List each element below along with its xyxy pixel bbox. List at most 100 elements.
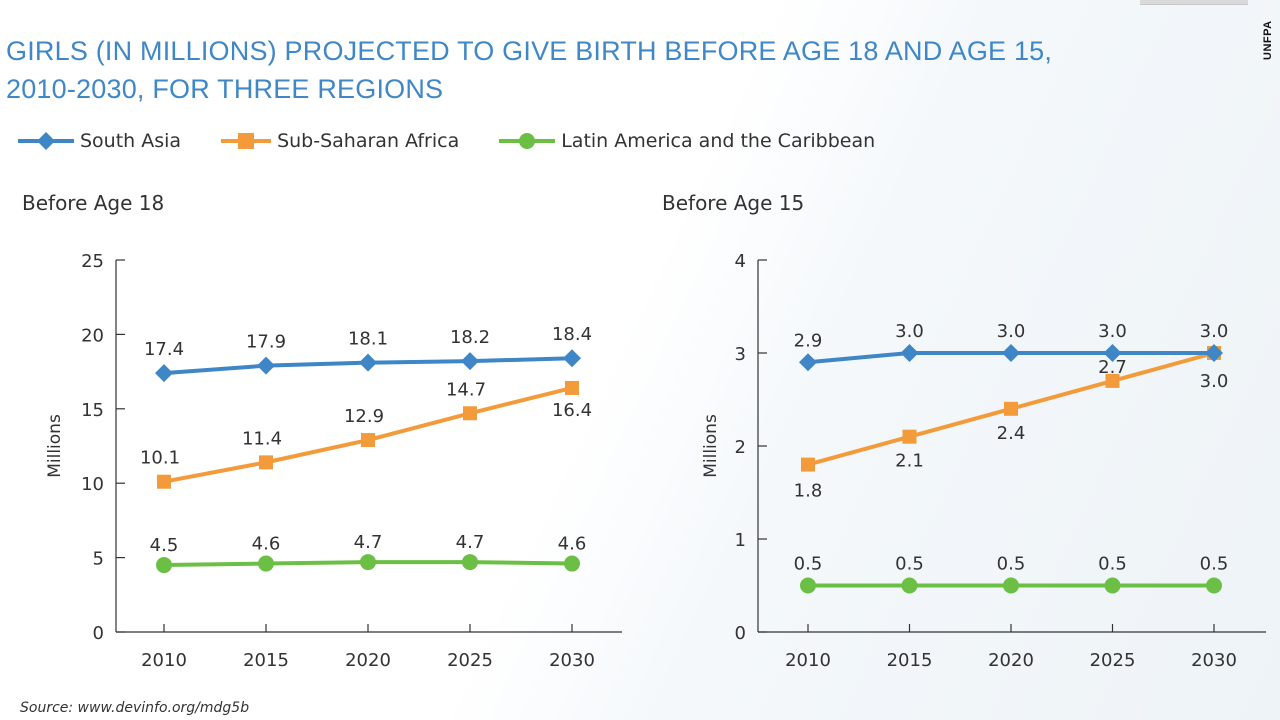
data-point-circle	[564, 555, 580, 572]
chart-before-age-15: Before Age 15 0 1 2 3 4 2010 2015 2020 2025 2030 Mi…	[662, 191, 1266, 671]
y-axis-title: Millions	[701, 414, 721, 478]
data-label: 11.4	[242, 428, 282, 449]
data-label: 2.9	[794, 330, 823, 351]
data-label: 3.0	[1098, 321, 1127, 342]
data-point-diamond	[155, 364, 173, 383]
data-point-square	[801, 457, 815, 472]
data-label: 17.9	[246, 332, 286, 353]
data-point-diamond	[563, 349, 581, 368]
x-tick-label: 2010	[141, 650, 187, 671]
data-point-square	[157, 474, 171, 489]
data-point-square	[361, 433, 375, 448]
data-label: 16.4	[552, 400, 592, 421]
y-tick-label: 1	[735, 530, 746, 551]
y-tick-label: 5	[93, 549, 104, 570]
data-label: 10.1	[140, 448, 180, 469]
source-note: Source: www.devinfo.org/mdg5b	[20, 700, 250, 716]
data-label: 2.7	[1098, 357, 1127, 378]
y-tick-label: 0	[735, 623, 746, 644]
data-label: 0.5	[1098, 554, 1127, 575]
data-label: 3.0	[1200, 371, 1229, 392]
x-tick-label: 2025	[1090, 650, 1136, 671]
data-label: 4.6	[252, 534, 281, 555]
data-point-diamond	[799, 353, 817, 372]
x-tick-label: 2020	[988, 650, 1034, 671]
data-label: 4.7	[354, 532, 383, 553]
legend-label: South Asia	[80, 130, 182, 152]
diamond-marker-icon	[18, 132, 74, 150]
data-point-circle	[901, 577, 918, 594]
data-label: 4.7	[456, 532, 485, 553]
data-point-circle	[360, 554, 376, 571]
data-label: 18.1	[348, 329, 388, 350]
data-label: 0.5	[997, 554, 1026, 575]
x-tick-label: 2010	[785, 650, 831, 671]
data-label: 3.0	[895, 321, 924, 342]
data-point-circle	[1206, 577, 1222, 594]
data-label: 4.5	[150, 535, 179, 556]
x-tick-label: 2030	[1191, 650, 1237, 671]
subplot-title: Before Age 18	[22, 191, 164, 215]
y-tick-label: 0	[93, 623, 104, 644]
data-label: 14.7	[446, 379, 486, 400]
chart-title-line-1: GIRLS (IN MILLIONS) PROJECTED TO GIVE BI…	[6, 36, 1053, 66]
data-point-circle	[1003, 577, 1019, 594]
x-tick-label: 2015	[243, 650, 289, 671]
data-point-square	[1105, 373, 1120, 388]
legend-item-sub-saharan-africa: Sub-Saharan Africa	[221, 130, 459, 152]
y-tick-label: 3	[735, 344, 746, 365]
data-point-diamond	[1103, 344, 1122, 362]
legend-label: Sub-Saharan Africa	[277, 130, 460, 152]
x-tick-label: 2020	[345, 650, 391, 671]
data-point-circle	[1104, 577, 1121, 594]
y-tick-label: 10	[81, 474, 104, 495]
data-label: 2.1	[895, 451, 924, 472]
y-tick-label: 2	[735, 437, 746, 458]
legend-item-latin-america: Latin America and the Caribbean	[499, 130, 875, 152]
chart-title-line-2: 2010-2030, FOR THREE REGIONS	[6, 74, 444, 104]
data-label: 18.4	[552, 324, 592, 345]
x-tick-label: 2015	[887, 650, 933, 671]
y-tick-label: 4	[735, 251, 746, 272]
data-point-circle	[800, 577, 816, 594]
data-point-circle	[462, 554, 478, 571]
data-label: 17.4	[144, 339, 184, 360]
y-axis-title: Millions	[45, 414, 65, 478]
data-point-square	[902, 429, 917, 444]
chart-title: GIRLS (IN MILLIONS) PROJECTED TO GIVE BI…	[6, 32, 1052, 108]
data-point-square	[463, 406, 477, 421]
data-point-diamond	[359, 353, 377, 372]
data-point-square	[565, 380, 579, 395]
data-point-square	[259, 455, 273, 470]
x-tick-label: 2030	[549, 650, 595, 671]
subplot-title: Before Age 15	[662, 191, 804, 215]
y-tick-label: 25	[81, 251, 104, 272]
data-label: 1.8	[794, 481, 823, 502]
y-tick-label: 15	[81, 400, 104, 421]
data-label: 3.0	[1200, 321, 1229, 342]
data-point-circle	[258, 555, 274, 572]
data-point-circle	[156, 557, 172, 574]
data-point-diamond	[257, 356, 275, 375]
data-label: 0.5	[895, 554, 924, 575]
data-label: 2.4	[997, 423, 1026, 444]
data-point-diamond	[1205, 344, 1223, 362]
data-label: 3.0	[997, 321, 1026, 342]
y-tick-label: 20	[81, 325, 104, 346]
decorative-bar	[1140, 0, 1248, 5]
x-tick-label: 2025	[447, 650, 493, 671]
square-marker-icon	[221, 133, 272, 149]
legend-item-south-asia: South Asia	[18, 130, 181, 152]
data-label: 12.9	[344, 406, 384, 427]
legend-label: Latin America and the Caribbean	[561, 130, 876, 152]
data-label: 0.5	[1200, 554, 1229, 575]
legend: South Asia Sub-Saharan Africa Latin Amer…	[18, 126, 915, 156]
data-label: 18.2	[450, 327, 490, 348]
data-point-square	[1004, 401, 1018, 416]
data-label: 4.6	[558, 534, 587, 555]
data-label: 0.5	[794, 554, 823, 575]
data-point-diamond	[461, 352, 479, 371]
data-point-diamond	[900, 344, 919, 362]
